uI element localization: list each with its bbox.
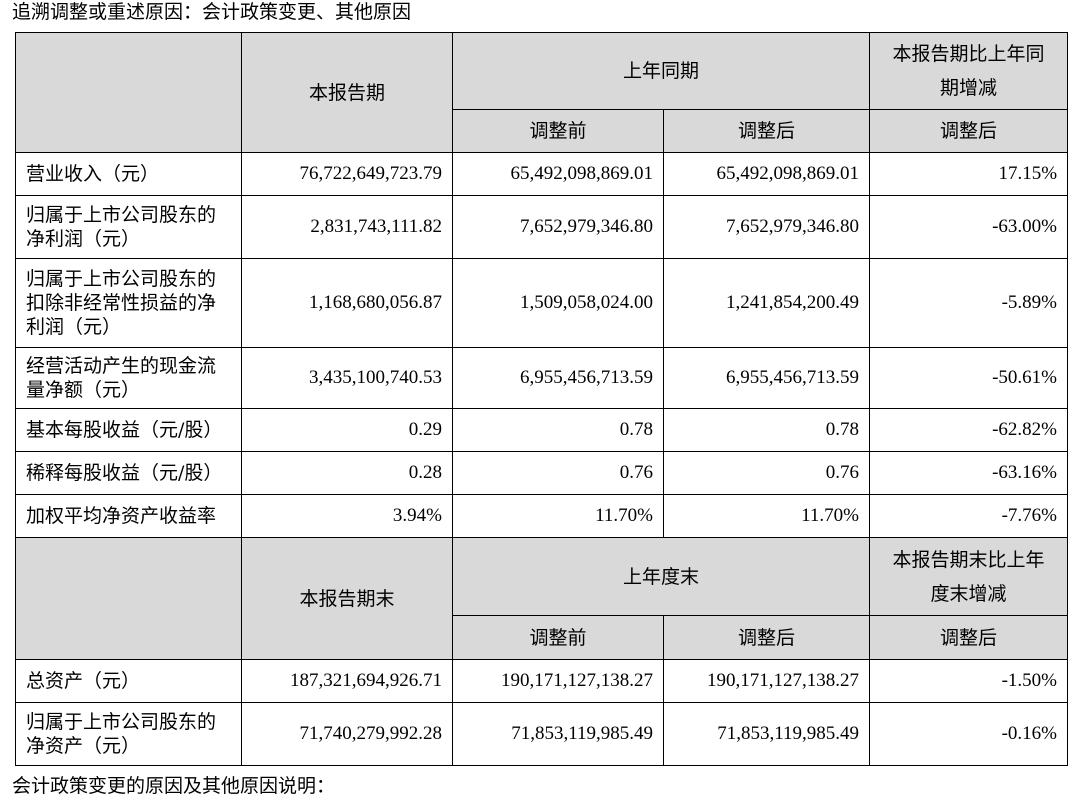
cell-change: -50.61%: [869, 347, 1069, 409]
cell-current: 3,435,100,740.53: [241, 347, 453, 409]
cell-current: 0.29: [241, 408, 453, 452]
header-blank-cell: [15, 32, 242, 153]
cell-current: 187,321,694,926.71: [241, 659, 453, 703]
cell-after: 0.76: [662, 451, 871, 495]
header-change: 本报告期末比上年度末增减: [869, 537, 1069, 616]
table-row: 营业收入（元） 76,722,649,723.79 65,492,098,869…: [15, 152, 1069, 196]
policy-change-note: 会计政策变更的原因及其他原因说明：: [12, 775, 336, 797]
header-before-adjust: 调整前: [452, 615, 664, 660]
cell-before: 0.76: [452, 451, 664, 495]
header-row-1: 本报告期 上年同期 本报告期比上年同期增减: [15, 32, 1069, 153]
cell-change: -5.89%: [869, 258, 1069, 348]
header-change-after-adjust: 调整后: [869, 109, 1069, 153]
row-label: 营业收入（元）: [15, 152, 242, 196]
row-label: 归属于上市公司股东的净利润（元）: [15, 195, 242, 259]
cell-change: -63.00%: [869, 195, 1069, 259]
cell-before: 190,171,127,138.27: [452, 659, 664, 703]
cell-after: 6,955,456,713.59: [662, 347, 871, 409]
cell-after: 0.78: [662, 408, 871, 452]
cell-before: 6,955,456,713.59: [452, 347, 664, 409]
restatement-reason-text: 追溯调整或重述原因：会计政策变更、其他原因: [12, 1, 412, 23]
cell-change: -63.16%: [869, 451, 1069, 495]
table-row: 归属于上市公司股东的净利润（元） 2,831,743,111.82 7,652,…: [15, 195, 1069, 259]
header-row-4: 调整前 调整后 调整后: [16, 615, 1069, 660]
header-current-period: 本报告期: [241, 32, 453, 153]
cell-current: 71,740,279,992.28: [241, 702, 453, 766]
cell-before: 71,853,119,985.49: [452, 702, 664, 766]
table-row: 稀释每股收益（元/股） 0.28 0.76 0.76 -63.16%: [15, 451, 1069, 495]
header-after-adjust: 调整后: [662, 109, 871, 153]
header-change: 本报告期比上年同期增减: [869, 32, 1069, 110]
cell-change: -62.82%: [869, 408, 1069, 452]
table-row: 归属于上市公司股东的扣除非经常性损益的净利润（元） 1,168,680,056.…: [15, 258, 1069, 348]
table-row: 经营活动产生的现金流量净额（元） 3,435,100,740.53 6,955,…: [15, 347, 1069, 409]
header-prior-period: 上年同期: [451, 32, 871, 110]
cell-current: 2,831,743,111.82: [241, 195, 453, 259]
table-row: 归属于上市公司股东的净资产（元） 71,740,279,992.28 71,85…: [15, 702, 1069, 766]
header-before-adjust: 调整前: [452, 109, 664, 153]
cell-after: 65,492,098,869.01: [662, 152, 871, 196]
header-blank-cell: [15, 537, 242, 660]
header-period-end: 本报告期末: [241, 537, 453, 660]
cell-after: 1,241,854,200.49: [662, 258, 871, 348]
header-row-3: 本报告期末 上年度末 本报告期末比上年度末增减: [15, 537, 1069, 660]
cell-current: 76,722,649,723.79: [241, 152, 453, 196]
cell-after: 7,652,979,346.80: [662, 195, 871, 259]
header-change-after-adjust: 调整后: [869, 615, 1069, 660]
cell-current: 1,168,680,056.87: [241, 258, 453, 348]
row-label: 经营活动产生的现金流量净额（元）: [15, 347, 242, 409]
financial-data-table: 本报告期 上年同期 本报告期比上年同期增减 调整前 调整后 调整后 营业收入（元…: [15, 32, 1069, 766]
cell-before: 1,509,058,024.00: [452, 258, 664, 348]
cell-before: 65,492,098,869.01: [452, 152, 664, 196]
cell-after: 71,853,119,985.49: [662, 702, 871, 766]
table-row: 基本每股收益（元/股） 0.29 0.78 0.78 -62.82%: [15, 408, 1069, 452]
row-label: 归属于上市公司股东的净资产（元）: [15, 702, 242, 766]
cell-before: 11.70%: [452, 494, 664, 538]
header-row-2: 调整前 调整后 调整后: [16, 109, 1069, 153]
cell-before: 7,652,979,346.80: [452, 195, 664, 259]
row-label: 归属于上市公司股东的扣除非经常性损益的净利润（元）: [15, 258, 242, 348]
header-after-adjust: 调整后: [662, 615, 871, 660]
cell-change: -0.16%: [869, 702, 1069, 766]
cell-current: 3.94%: [241, 494, 453, 538]
header-prior-year-end: 上年度末: [451, 537, 871, 616]
row-label: 稀释每股收益（元/股）: [15, 451, 242, 495]
cell-current: 0.28: [241, 451, 453, 495]
row-label: 基本每股收益（元/股）: [15, 408, 242, 452]
cell-after: 11.70%: [662, 494, 871, 538]
table-row: 加权平均净资产收益率 3.94% 11.70% 11.70% -7.76%: [15, 494, 1069, 538]
cell-before: 0.78: [452, 408, 664, 452]
cell-change: -1.50%: [869, 659, 1069, 703]
row-label: 加权平均净资产收益率: [15, 494, 242, 538]
cell-change: 17.15%: [869, 152, 1069, 196]
cell-after: 190,171,127,138.27: [662, 659, 871, 703]
row-label: 总资产（元）: [15, 659, 242, 703]
cell-change: -7.76%: [869, 494, 1069, 538]
table-row: 总资产（元） 187,321,694,926.71 190,171,127,13…: [15, 659, 1069, 703]
